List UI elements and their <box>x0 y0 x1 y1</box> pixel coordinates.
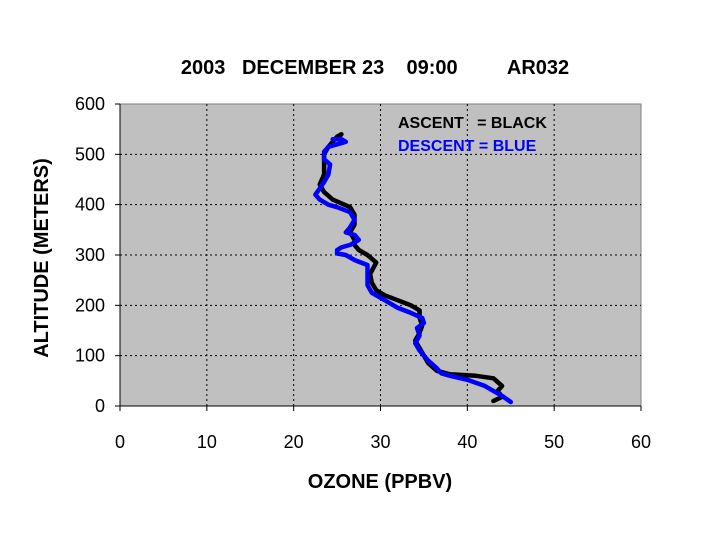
legend-descent: DESCENT = BLUE <box>398 138 537 155</box>
legend-ascent: ASCENT = BLACK <box>398 115 547 132</box>
x-tick-label: 40 <box>457 432 477 452</box>
x-tick-label: 30 <box>370 432 390 452</box>
axes <box>115 103 642 411</box>
data-series <box>313 131 514 405</box>
y-tick-label: 600 <box>75 94 105 114</box>
x-tick-label: 60 <box>631 432 651 452</box>
y-tick-label: 500 <box>75 144 105 164</box>
y-tick-label: 100 <box>75 346 105 366</box>
x-tick-label: 20 <box>284 432 304 452</box>
y-tick-label: 400 <box>75 195 105 215</box>
y-tick-label: 300 <box>75 245 105 265</box>
x-tick-label: 10 <box>197 432 217 452</box>
x-axis-label: OZONE (PPBV) <box>308 471 452 493</box>
y-tick-label: 0 <box>95 396 105 416</box>
descent-series-line <box>313 136 514 405</box>
x-tick-label: 50 <box>544 432 564 452</box>
chart-title: 2003 DECEMBER 23 09:00 AR032 <box>181 57 569 79</box>
x-tick-label: 0 <box>115 432 125 452</box>
y-axis-label: ALTITUDE (METERS) <box>31 158 53 358</box>
y-tick-label: 200 <box>75 295 105 315</box>
gridlines <box>120 104 641 406</box>
